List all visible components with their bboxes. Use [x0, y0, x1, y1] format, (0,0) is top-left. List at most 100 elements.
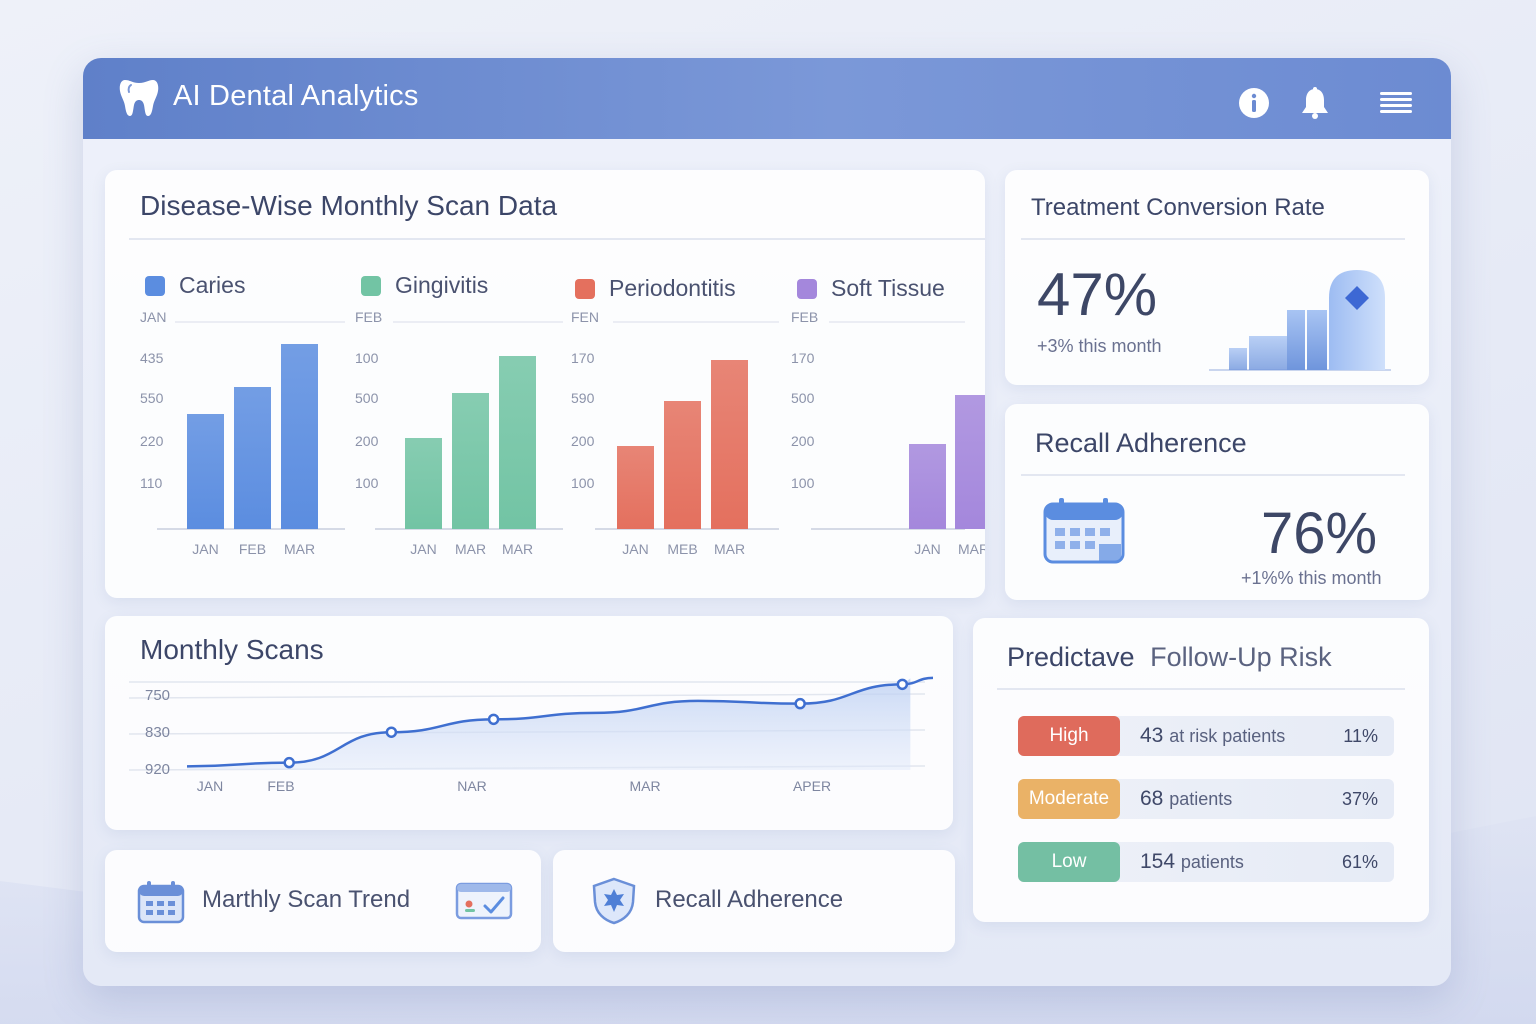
risk-count-unit: at risk patients	[1169, 726, 1286, 746]
recall-card: Recall Adherence 76% +1%% this month	[1005, 404, 1429, 600]
scan-trend-tile[interactable]: Marthly Scan Trend	[105, 850, 541, 952]
y-tick-label: 170	[791, 350, 815, 366]
risk-count-unit: patients	[1169, 789, 1233, 809]
legend-swatch	[145, 275, 165, 296]
y-tick-label: 100	[791, 475, 815, 491]
bar-caries[interactable]	[234, 387, 271, 529]
y-tick-label: FEB	[791, 309, 818, 325]
y-tick-label: 170	[571, 350, 595, 366]
risk-row-low[interactable]: Low 154 patients 61%	[1018, 842, 1394, 882]
legend-swatch	[361, 275, 381, 296]
risk-row-high[interactable]: High 43 at risk patients 11%	[1018, 716, 1394, 756]
risk-title-part: Predictave	[1007, 642, 1135, 672]
y-tick-label: JAN	[140, 309, 166, 325]
y-tick-label: 100	[571, 475, 595, 491]
x-tick-label: JAN	[622, 541, 648, 557]
x-tick-label: MAR	[714, 541, 745, 557]
shield-icon	[592, 877, 636, 925]
top-header: AI Dental Analytics	[83, 58, 1451, 139]
legend-soft-tissue: Soft Tissue	[797, 275, 945, 302]
menu-icon[interactable]	[1379, 86, 1413, 120]
card-divider	[129, 238, 985, 240]
gridline	[128, 693, 926, 699]
recall-title: Recall Adherence	[1035, 428, 1247, 458]
bell-icon[interactable]	[1298, 86, 1332, 120]
conversion-card: Treatment Conversion Rate 47% +3% this m…	[1005, 170, 1429, 385]
chart-card-icon	[455, 882, 513, 920]
data-point[interactable]	[896, 678, 909, 691]
legend-caries: Caries	[145, 272, 245, 299]
legend-gingivitis: Gingivitis	[361, 272, 488, 299]
x-tick-label: JAN	[197, 778, 223, 794]
legend-label: Periodontitis	[609, 275, 736, 301]
x-tick-label: MAR	[455, 541, 486, 557]
recall-tile-label: Recall Adherence	[655, 886, 844, 913]
info-icon[interactable]	[1237, 86, 1271, 120]
scan-trend-label: Marthly Scan Trend	[202, 886, 411, 913]
risk-count-value: 154	[1140, 850, 1176, 873]
bar-periodontitis[interactable]	[617, 446, 654, 529]
x-tick-label: MAR	[958, 541, 985, 557]
disease-scan-card: Disease-Wise Monthly Scan Data Caries Gi…	[105, 170, 985, 598]
bar-periodontitis[interactable]	[711, 360, 748, 529]
legend-swatch	[575, 278, 595, 299]
recall-adherence-tile[interactable]: Recall Adherence	[553, 850, 955, 952]
risk-count-value: 68	[1140, 787, 1164, 810]
y-tick-label: 100	[355, 475, 379, 491]
bar-caries[interactable]	[281, 344, 318, 529]
bar-caries[interactable]	[187, 414, 224, 529]
monthly-scans-card: Monthly Scans 750 830 920 JAN FEB NAR MAR APER	[105, 616, 953, 830]
risk-row-moderate[interactable]: Moderate 68 patients 37%	[1018, 779, 1394, 819]
risk-title-part: Follow-Up Risk	[1150, 642, 1332, 672]
risk-count: 68 patients	[1140, 787, 1232, 811]
conversion-delta: +3% this month	[1037, 336, 1162, 356]
y-tick-label: 750	[145, 687, 170, 704]
area-fill	[187, 678, 911, 770]
mini-bar	[1249, 336, 1287, 370]
mini-bar	[1307, 310, 1327, 370]
legend-label: Caries	[179, 272, 246, 298]
risk-count: 43 at risk patients	[1140, 724, 1285, 748]
y-tick-label: 550	[140, 390, 164, 406]
bar-soft-tissue[interactable]	[955, 395, 985, 529]
x-tick-label: JAN	[410, 541, 436, 557]
card-divider	[1021, 238, 1405, 240]
y-tick-label: 500	[791, 390, 815, 406]
y-tick-label: 435	[140, 350, 164, 366]
data-point[interactable]	[283, 756, 295, 769]
card-divider	[997, 688, 1405, 690]
conversion-title: Treatment Conversion Rate	[1031, 194, 1325, 221]
bar-gingivitis[interactable]	[499, 356, 536, 529]
disease-bar-charts: JAN 435 550 220 110 JAN FEB MAR FEB 100 500 200 100 J…	[140, 309, 985, 557]
y-tick-label: 920	[145, 761, 170, 778]
recall-delta: +1%% this month	[1241, 568, 1382, 588]
data-point[interactable]	[794, 697, 806, 710]
y-tick-label: 100	[355, 350, 379, 366]
diamond-marker	[1345, 286, 1369, 310]
data-point[interactable]	[487, 713, 500, 726]
bar-gingivitis[interactable]	[405, 438, 442, 529]
scan-trend-line	[186, 676, 934, 768]
monthly-line-chart: 750 830 920 JAN FEB NAR MAR APER	[128, 676, 934, 794]
conversion-value: 47%	[1037, 261, 1158, 328]
risk-count-unit: patients	[1180, 852, 1244, 872]
card-divider	[1021, 474, 1405, 476]
bar-gingivitis[interactable]	[452, 393, 489, 529]
y-tick-label: 220	[140, 433, 164, 449]
x-tick-label: MAR	[502, 541, 533, 557]
bar-soft-tissue[interactable]	[909, 444, 946, 529]
risk-pct: 61%	[1341, 852, 1378, 872]
data-point[interactable]	[385, 726, 398, 738]
x-tick-label: JAN	[192, 541, 218, 557]
x-tick-label: FEB	[267, 778, 294, 794]
tooth-logo-icon	[119, 80, 159, 116]
risk-count: 154 patients	[1140, 850, 1244, 874]
risk-title: Predictave Follow-Up Risk	[1007, 642, 1332, 673]
dashboard-window: AI Dental Analytics Disease-Wise Monthly…	[83, 58, 1451, 986]
conversion-mini-chart	[1209, 270, 1391, 371]
x-tick-label: MEB	[667, 541, 697, 557]
bar-periodontitis[interactable]	[664, 401, 701, 529]
risk-card: Predictave Follow-Up Risk High 43 at ris…	[973, 618, 1429, 922]
risk-badge-low: Low	[1018, 842, 1120, 882]
calendar-icon	[1043, 498, 1125, 564]
